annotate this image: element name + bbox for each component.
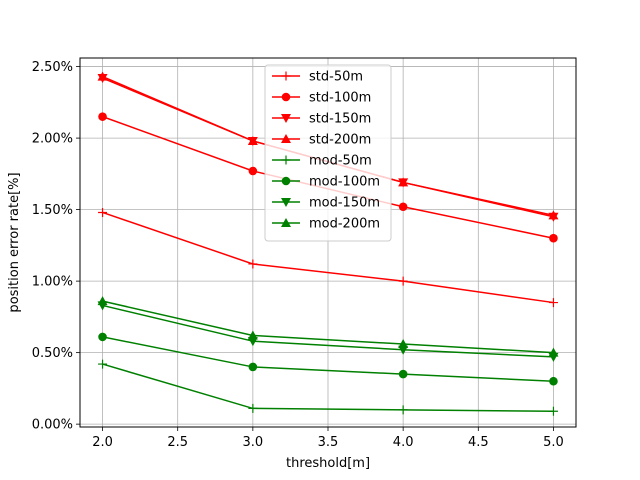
data-point [97,71,108,81]
data-point [549,233,558,243]
y-tick-label: 1.00% [32,275,73,290]
legend-label: std-100m [309,91,371,106]
x-tick-label: 4.0 [393,435,414,450]
data-point [97,296,108,306]
series-line [102,211,554,304]
data-point [548,406,558,416]
legend-label: mod-50m [309,154,372,169]
legend-item: mod-200m [272,217,380,232]
data-point [398,202,408,212]
data-point [398,339,409,349]
y-tick-label: 0.50% [32,346,73,361]
data-point [398,405,408,415]
x-axis-ticks: 2.0 2.5 3.0 3.5 4.0 4.5 5.0 [92,427,564,450]
data-point [398,369,408,379]
series-line [102,336,554,382]
data-point [281,176,291,186]
y-tick-label: 2.50% [32,60,73,75]
series-std-50m [98,207,558,308]
legend-item: std-50m [272,70,363,85]
y-tick-label: 0.00% [32,418,73,433]
legend-label: mod-100m [309,175,380,190]
x-tick-label: 3.0 [243,435,264,450]
legend-item: std-100m [272,91,371,106]
x-tick-label: 2.5 [167,435,188,450]
y-axis-label: position error rate[%] [7,172,22,312]
data-point [281,155,291,165]
data-point [248,259,258,269]
legend-item: mod-50m [272,154,372,169]
y-tick-label: 2.00% [32,132,73,147]
data-point [248,362,258,372]
series-line [102,300,554,354]
data-point [281,92,291,102]
legend-box [264,64,392,242]
data-point [98,359,108,369]
series-mod-100m [98,332,558,386]
data-point [281,218,291,227]
x-tick-label: 2.0 [92,435,113,450]
legend-label: std-200m [309,133,371,148]
data-point [98,332,107,342]
legend-label: mod-150m [309,196,380,211]
data-point [549,376,558,386]
x-tick-label: 4.5 [468,435,489,450]
data-point [248,166,258,176]
y-axis-ticks: 0.00% 0.50% 1.00% 1.50% 2.00% 2.50% [32,60,80,433]
x-tick-label: 5.0 [543,435,564,450]
legend-label: std-50m [309,70,363,85]
legend-label: std-150m [309,112,371,127]
data-point [281,198,291,207]
data-point [98,112,107,121]
legend-label: mod-200m [309,217,380,232]
data-point [247,330,258,340]
data-point [548,210,559,220]
legend: std-50m std-100m std-150m std-200m mod-50m mo… [264,64,392,242]
series-line [102,363,554,413]
series-mod-200m [97,296,559,357]
data-point [548,298,558,308]
legend-item: mod-100m [272,175,380,190]
data-point [248,403,258,413]
data-point [247,135,258,145]
data-point [98,207,108,217]
series-line [102,304,554,358]
legend-item: mod-150m [272,196,380,211]
data-point [281,71,291,81]
data-point [398,177,409,187]
legend-item: std-200m [272,133,371,148]
data-point [398,276,408,286]
x-axis-label: threshold[m] [286,456,370,471]
data-point [281,134,291,143]
legend-item: std-150m [272,112,371,127]
data-point [281,114,291,123]
data-point [548,347,559,357]
x-tick-label: 3.5 [318,435,339,450]
series-mod-50m [98,359,558,416]
y-tick-label: 1.50% [32,203,73,218]
